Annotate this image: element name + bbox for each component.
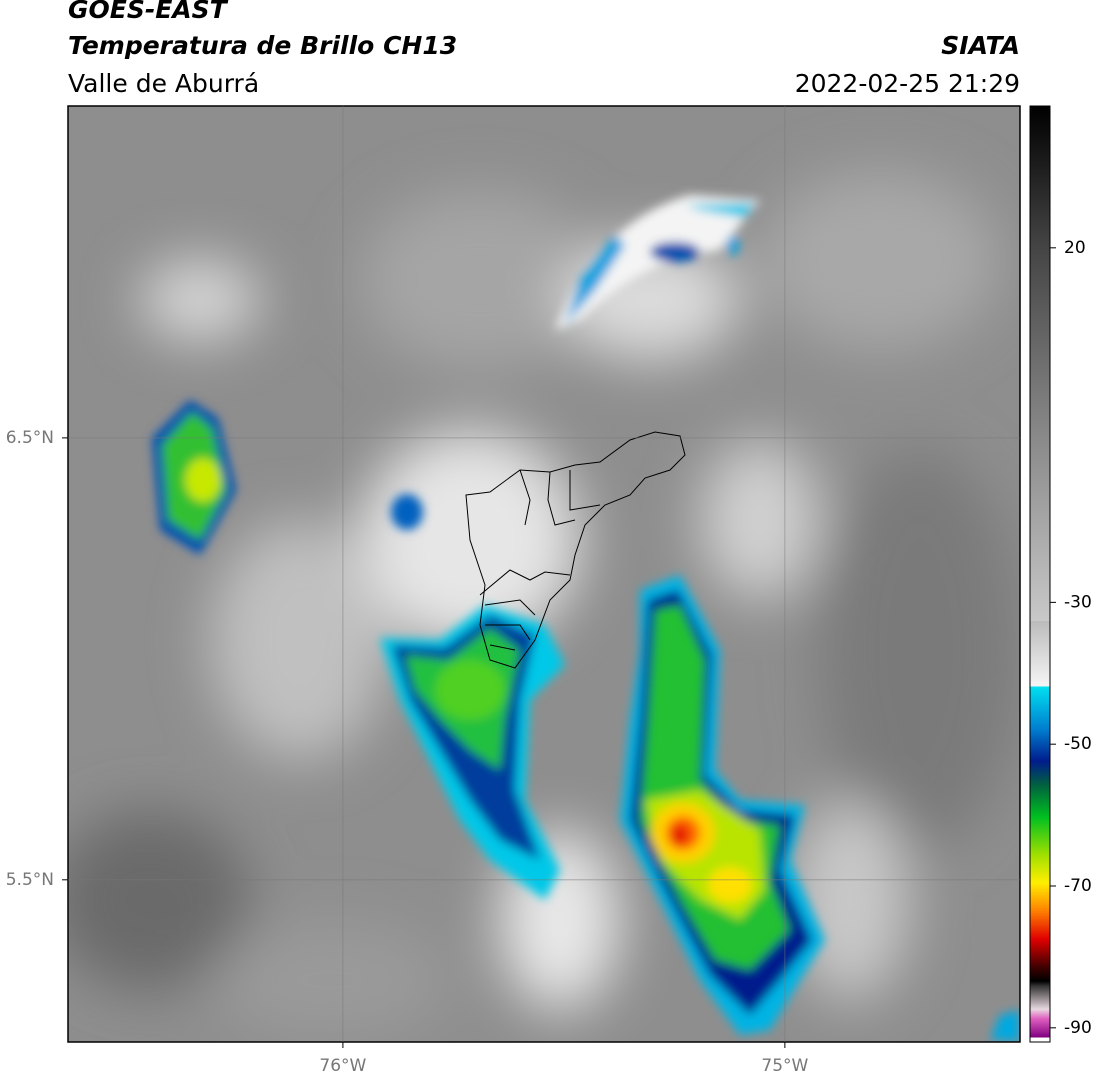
boundaries (465, 431, 686, 669)
colorbar-tick-label: -70 (1064, 876, 1092, 896)
datetime-label: 2022-02-25 21:29 (794, 69, 1020, 98)
x-tick-label: 75°W (761, 1056, 808, 1076)
satellite-title: GOES-EAST (68, 0, 227, 24)
colorbar-tick-label: -30 (1064, 592, 1092, 612)
colorbar-tick-label: 20 (1064, 238, 1086, 258)
colorbar (1029, 105, 1051, 1043)
y-tick-label: 6.5°N (6, 428, 54, 448)
x-tick-label: 76°W (319, 1056, 366, 1076)
satellite-image (68, 106, 1020, 1042)
product-title: Temperatura de Brillo CH13 (68, 31, 458, 60)
agency-label: SIATA (941, 31, 1020, 60)
map-frame (67, 105, 1021, 1043)
y-tick-label: 5.5°N (6, 870, 54, 890)
colorbar-tick-label: -90 (1064, 1018, 1092, 1038)
colorbar-tick-label: -50 (1064, 734, 1092, 754)
region-label: Valle de Aburrá (68, 69, 260, 98)
